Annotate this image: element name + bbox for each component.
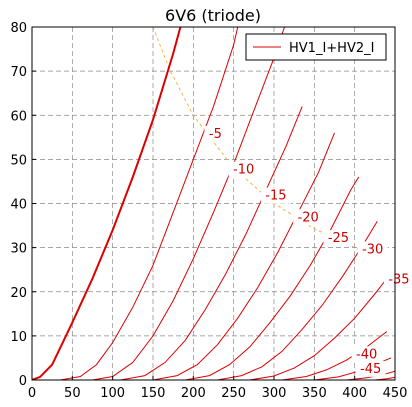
plate-curve--10 [92,27,285,380]
svg-text:-5: -5 [209,127,222,142]
svg-text:-25: -25 [328,231,349,246]
curve-label--30: -30 [357,241,388,258]
y-tick-label: 60 [10,109,27,124]
x-tick-label: 250 [221,386,246,401]
curve-label--45: -45 [355,360,386,377]
curve-label--40: -40 [351,346,382,363]
curve-label--20: -20 [293,209,324,226]
legend-entry-label: HV1_I+HV2_I [289,41,374,56]
y-tick-label: 40 [10,198,27,213]
y-tick-label: 10 [10,330,27,345]
svg-text:-30: -30 [362,243,383,258]
plate-curve--5 [60,27,239,380]
svg-text:-15: -15 [265,189,286,204]
x-axis: 0 50 100 150 200 250 300 350 400 450 [28,376,408,401]
y-tick-label: 0 [19,374,27,389]
svg-text:-20: -20 [298,210,319,225]
plate-curve--25 [185,176,360,380]
svg-text:-35: -35 [388,273,409,288]
y-tick-label: 30 [10,242,27,257]
curve-label--10: -10 [228,161,259,178]
plate-curve--40 [282,331,388,380]
curve-label--25: -25 [323,230,354,247]
y-tick-label: 50 [10,153,27,168]
x-tick-label: 0 [28,386,36,401]
x-tick-label: 300 [262,386,287,401]
curve-label--35: -35 [383,271,412,288]
x-tick-label: 450 [383,386,408,401]
x-tick-label: 150 [141,386,166,401]
x-tick-label: 200 [181,386,206,401]
x-tick-label: 400 [342,386,367,401]
curve-layer [32,27,395,380]
svg-text:-45: -45 [360,362,381,377]
svg-text:-10: -10 [233,163,254,178]
y-tick-label: 20 [10,286,27,301]
y-axis: 0 10 20 30 40 50 60 70 80 [10,21,36,389]
plate-curve--15 [120,106,303,380]
grid [32,27,395,380]
plate-curve-series-0 [32,27,182,380]
chart-title: 6V6 (triode) [165,6,261,25]
plate-curve--35 [249,278,388,380]
x-tick-label: 350 [302,386,327,401]
y-tick-label: 70 [10,65,27,80]
plate-curve--30 [217,220,378,380]
x-tick-label: 50 [64,386,81,401]
curve-label-layer: -5 -10 -15 -20 -25 -30 -35 -40-45 [204,125,412,377]
x-tick-label: 100 [100,386,125,401]
curve-label--5: -5 [204,125,227,142]
curve-label--15: -15 [260,187,291,204]
svg-text:-40: -40 [356,347,377,362]
y-tick-label: 80 [10,21,27,36]
legend: HV1_I+HV2_I [245,33,387,61]
plate-curve--20 [152,132,335,380]
